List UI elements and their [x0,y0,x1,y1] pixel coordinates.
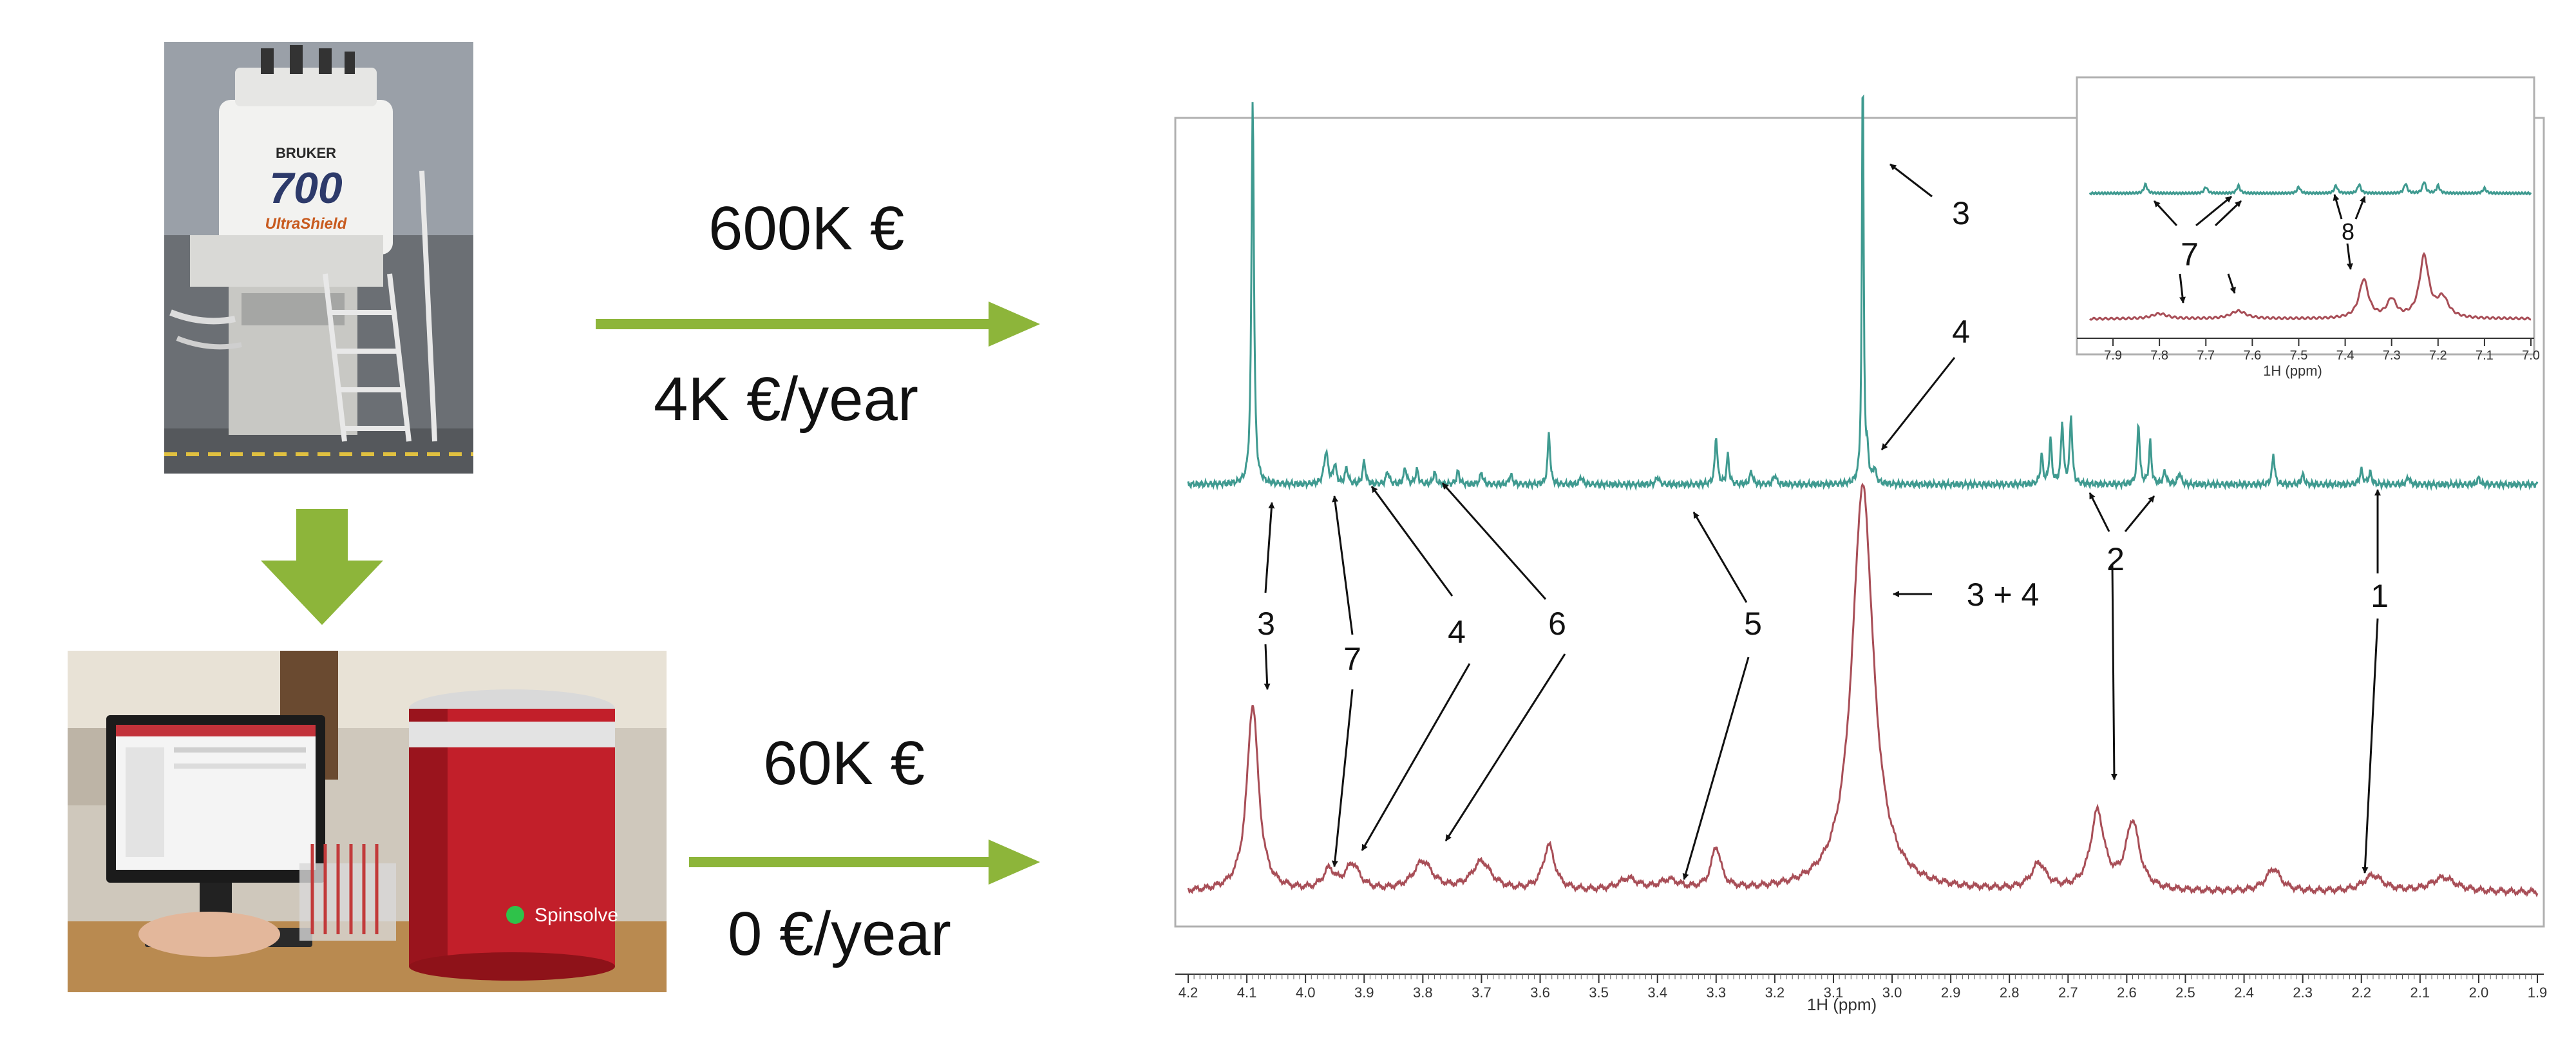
benchtop-price: 60K € [763,729,925,798]
x-tick-label: 3.9 [1354,984,1374,1001]
right-arrow-icon [596,302,1040,347]
high-field-price: 600K € [708,194,905,263]
benchtop-spectrum-trace [1187,482,2539,898]
inset-tick-label: 7.6 [2243,349,2261,363]
magnet-model-text: 700 [269,164,343,213]
inset-tick-label: 7.1 [2476,349,2494,363]
annotation-label: 7 [2181,236,2199,273]
annotation-label: 5 [1744,606,1762,642]
inset-frame [2076,76,2535,356]
x-axis-ticks: 4.2 4.1 4.0 3.9 3.8 3.7 3.6 3.5 3.4 3.3 3.2 3.1 3.0 2… [1179,974,2548,1001]
annotation-label: 2 [2107,541,2125,577]
inset-tick-label: 7.8 [2150,349,2168,363]
inset-benchtop-trace [2088,252,2532,321]
x-tick-label: 2.9 [1941,984,1961,1001]
x-tick-label: 3.8 [1413,984,1433,1001]
inset-tick-label: 7.3 [2383,349,2401,363]
spectrum-frame [1174,117,2545,928]
x-tick-label: 2.7 [2058,984,2078,1001]
annotation-label: 7 [1343,641,1361,677]
annotation-label: 8 [2342,218,2354,245]
inset-high-field-trace [2088,181,2532,196]
x-tick-label: 2.4 [2234,984,2254,1001]
high-field-spectrum-trace [1187,94,2539,492]
x-tick-label: 2.3 [2293,984,2313,1001]
x-axis-title: 1H (ppm) [1807,995,1877,1014]
x-tick-label: 3.1 [1824,984,1844,1001]
inset-tick-label: 7.9 [2104,349,2122,363]
x-tick-label: 3.0 [1882,984,1902,1001]
x-tick-label: 3.2 [1765,984,1785,1001]
high-field-nmr-photo: BRUKER 700 UltraShield [164,42,473,474]
x-tick-label: 3.7 [1472,984,1492,1001]
x-tick-label: 1.9 [2528,984,2548,1001]
ultrashield-text: UltraShield [265,215,348,233]
x-tick-label: 2.6 [2117,984,2137,1001]
inset-x-axis-title: 1H (ppm) [2263,363,2322,379]
inset-tick-label: 7.0 [2522,349,2540,363]
inset-tick-label: 7.4 [2336,349,2354,363]
x-tick-label: 4.1 [1237,984,1257,1001]
inset-tick-label: 7.2 [2429,349,2447,363]
down-arrow-icon [261,509,383,625]
benchtop-running-cost: 0 €/year [728,899,951,968]
x-tick-label: 2.5 [2175,984,2195,1001]
spinsolve-brand-text: Spinsolve [535,905,618,926]
inset-x-axis-ticks: 7.9 7.8 7.7 7.6 7.5 7.4 7.3 7.2 7.1 7.0 [2104,338,2540,363]
x-tick-label: 2.0 [2469,984,2489,1001]
bruker-logo-text: BRUKER [276,145,336,161]
high-field-running-cost: 4K €/year [654,365,918,434]
x-tick-label: 3.6 [1530,984,1550,1001]
annotation-label: 3 [1257,606,1275,642]
annotation-label: 4 [1448,614,1466,650]
annotation-label: 3 [1952,195,1970,231]
x-tick-label: 3.4 [1647,984,1667,1001]
x-tick-label: 4.2 [1179,984,1198,1001]
x-tick-label: 2.1 [2410,984,2430,1001]
annotation-label: 4 [1952,314,1970,350]
benchtop-nmr-photo: Spinsolve [68,651,667,992]
x-tick-label: 3.5 [1589,984,1609,1001]
annotation-label: 3 + 4 [1967,577,2040,613]
inset-tick-label: 7.5 [2290,349,2308,363]
annotation-label: 1 [2371,578,2389,614]
x-tick-label: 2.8 [2000,984,2020,1001]
inset-tick-label: 7.7 [2197,349,2215,363]
x-tick-label: 4.0 [1296,984,1316,1001]
annotation-arrows [1264,163,2381,880]
x-tick-label: 2.2 [2351,984,2371,1001]
x-tick-label: 3.3 [1706,984,1726,1001]
right-arrow-icon [689,840,1040,885]
annotation-label: 6 [1548,606,1566,642]
